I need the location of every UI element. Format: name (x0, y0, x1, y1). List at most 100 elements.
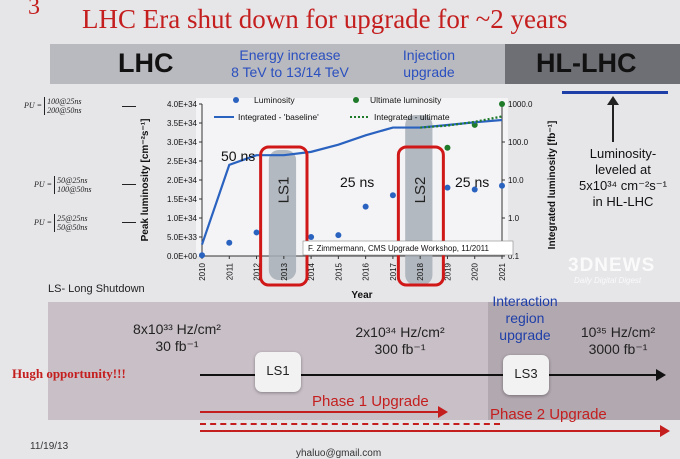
phase2-arrow (200, 430, 662, 432)
phase2-label: Phase 2 Upgrade (490, 406, 607, 423)
ls1-highlight (259, 145, 309, 287)
x-tick-label: 2014 (307, 262, 316, 280)
stage1-int: 30 fb⁻¹ (155, 338, 199, 354)
pileup-values: 50@25ns 100@50ns (54, 176, 92, 194)
phase1-label: Phase 1 Upgrade (312, 393, 429, 410)
pileup-bottom: 100@50ns (57, 185, 92, 194)
x-tick-label: 2012 (253, 262, 262, 280)
up-arrow-shaft (612, 100, 614, 142)
credit-box (302, 240, 514, 256)
legend-luminosity: Luminosity (254, 95, 295, 105)
pileup-top: 50@25ns (57, 176, 88, 185)
luminosity-point (389, 192, 396, 199)
stage3-note: 10³⁵ Hz/cm² 3000 fb⁻¹ (568, 324, 668, 358)
y-tick-label: 4.0E+34 (167, 100, 198, 109)
slide-number: 3 (28, 0, 40, 20)
hl-note: Luminosity- leveled at 5x10³⁴ cm⁻²s⁻¹ in… (568, 146, 678, 210)
pileup-arrow (122, 106, 136, 107)
y2-tick-label: 0.1 (508, 252, 520, 261)
timeline-arrow-icon (656, 369, 666, 381)
luminosity-point (226, 239, 233, 246)
injection-note-line2: upgrade (403, 64, 455, 80)
luminosity-point (253, 229, 260, 236)
y2-tick-label: 1.0 (508, 214, 520, 223)
opportunity-text: Hugh opportunity!!! (12, 366, 126, 381)
hl-underline (562, 91, 668, 94)
ls2-highlight (396, 145, 445, 287)
energy-note: Energy increase 8 TeV to 13/14 TeV (205, 47, 375, 81)
ultimate-point (499, 101, 505, 107)
pileup-arrow (122, 184, 136, 185)
pileup-note: PU = 50@25ns 100@50ns (34, 176, 92, 194)
phase1-dashed-arrow (200, 423, 500, 425)
y-axis-title: Peak luminosity [cm⁻²s⁻¹] (140, 119, 151, 242)
annotation-25ns: 25 ns (340, 174, 374, 190)
x-tick-label: 2019 (443, 262, 452, 280)
hl-note-line4: in HL-LHC (592, 194, 654, 209)
interaction-note: Interaction region upgrade (480, 293, 570, 344)
hl-lhc-label: HL-LHC (536, 48, 637, 78)
x-tick-label: 2010 (198, 262, 207, 280)
luminosity-chart: 0.0E+00 5.0E+33 1.0E+34 1.5E+34 2.0E+34 2.5E+… (140, 95, 558, 300)
stage2-int: 300 fb⁻¹ (374, 341, 426, 357)
annotation-25ns: 25 ns (455, 174, 489, 190)
x-tick-label: 2015 (334, 262, 343, 280)
injection-note-line1: Injection (402, 47, 456, 63)
luminosity-point (362, 203, 369, 210)
annotation-50ns: 50 ns (221, 148, 255, 164)
luminosity-point (471, 186, 478, 193)
legend-marker-luminosity (233, 97, 239, 103)
pileup-note: PU = 25@25ns 50@50ns (34, 214, 88, 232)
pileup-label: PU = (24, 100, 43, 110)
stage1-lumi: 8x10³³ Hz/cm² (133, 321, 221, 337)
y-tick-label: 5.0E+33 (167, 233, 198, 242)
ls-note: LS- Long Shutdown (48, 283, 145, 295)
interaction-line1: Interaction (492, 293, 558, 309)
phase1-arrow (200, 411, 440, 413)
ls3-box: LS3 (503, 355, 549, 395)
phase-bar-hl (505, 44, 680, 84)
hl-note-line2: leveled at (595, 162, 651, 177)
x-tick-label: 2017 (389, 262, 398, 280)
pileup-label: PU = (34, 179, 53, 189)
x-tick-label: 2021 (498, 262, 507, 280)
y-tick-label: 3.0E+34 (167, 138, 198, 147)
x-tick-label: 2013 (280, 262, 289, 280)
pileup-top: 25@25ns (57, 214, 88, 223)
y-tick-label: 0.0E+00 (167, 252, 198, 261)
pileup-values: 100@25ns 200@50ns (44, 97, 82, 115)
y-tick-label: 2.5E+34 (167, 157, 198, 166)
timeline-axis (200, 374, 660, 376)
hl-note-line3: 5x10³⁴ cm⁻²s⁻¹ (579, 178, 667, 193)
y2-tick-label: 100.0 (508, 138, 529, 147)
y2-axis-title: Integrated luminosity [fb⁻¹] (547, 121, 558, 250)
pileup-values: 25@25ns 50@50ns (54, 214, 88, 232)
legend-ultimate: Ultimate luminosity (370, 95, 442, 105)
slide-email: yhaluo@gmail.com (296, 448, 382, 459)
injection-note: Injection upgrade (384, 47, 474, 81)
integrated-baseline-line (200, 118, 503, 245)
luminosity-point (308, 234, 315, 240)
energy-note-line1: Energy increase (239, 47, 341, 63)
pileup-bottom: 50@50ns (57, 223, 88, 232)
phase1-arrow-head-icon (438, 406, 448, 418)
luminosity-point (335, 232, 342, 239)
interaction-line3: upgrade (499, 327, 551, 343)
pileup-top: 100@25ns (47, 97, 82, 106)
stage1-note: 8x10³³ Hz/cm² 30 fb⁻¹ (122, 321, 232, 355)
stage2-lumi: 2x10³⁴ Hz/cm² (355, 324, 445, 340)
integrated-ultimate-line (420, 115, 503, 129)
hl-note-line1: Luminosity- (589, 146, 657, 161)
legend-integrated-ultimate: Integrated - ultimate (374, 112, 450, 122)
luminosity-point (499, 182, 505, 189)
x-axis-title: Year (351, 290, 372, 300)
x-tick-label: 2020 (471, 262, 480, 280)
pileup-note: PU = 100@25ns 200@50ns (24, 97, 82, 115)
stage3-int: 3000 fb⁻¹ (588, 341, 648, 357)
legend-baseline: Integrated - 'baseline' (238, 112, 319, 122)
credit-text: F. Zimmermann, CMS Upgrade Workshop, 11/… (308, 244, 490, 253)
y2-tick-label: 10.0 (508, 176, 524, 185)
x-tick-label: 2018 (416, 262, 425, 280)
stage2-note: 2x10³⁴ Hz/cm² 300 fb⁻¹ (335, 324, 465, 358)
y2-tick-label: 1000.0 (508, 100, 533, 109)
